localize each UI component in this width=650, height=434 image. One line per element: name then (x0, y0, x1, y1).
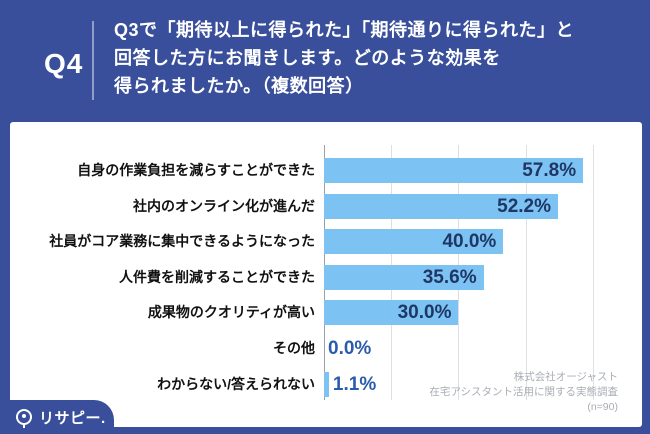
question-number: Q4 (44, 48, 84, 79)
category-label: わからない/答えられない (157, 375, 315, 392)
value-label: 57.8% (522, 160, 577, 181)
brand-name: リサピー. (39, 409, 106, 427)
gridline (592, 145, 594, 400)
bar (324, 158, 584, 183)
plot-area: 自身の作業負担を減らすことができた 57.8% 社内のオンライン化が進んだ 52.2%… (10, 122, 642, 427)
question-header: Q4 Q3で「期待以上に得られた」「期待通りに得られた」と 回答した方にお聞きし… (0, 0, 650, 122)
category-label: 成果物のクオリティが高い (147, 304, 315, 321)
value-label: 30.0% (397, 302, 452, 324)
chart-panel: 自身の作業負担を減らすことができた 57.8% 社内のオンライン化が進んだ 52.2%… (10, 122, 642, 427)
value-label: 0.0% (328, 338, 372, 359)
bar (324, 371, 329, 397)
bar (324, 229, 504, 255)
value-label: 35.6% (422, 266, 477, 288)
category-label: 社員がコア業務に集中できるようになった (49, 233, 315, 250)
magnifier-icon (16, 409, 32, 428)
header-divider (92, 21, 94, 100)
value-label: 52.2% (497, 195, 551, 217)
bar (324, 300, 459, 326)
question-text: Q3で「期待以上に得られた」「期待通りに得られた」と 回答した方にお聞きします。… (114, 20, 575, 96)
bar (324, 264, 484, 290)
category-label: 社内のオンライン化が進んだ (133, 197, 315, 214)
gridline (525, 145, 527, 400)
category-label: 自身の作業負担を減らすことができた (77, 162, 315, 178)
source-note: 株式会社オージャスト 在宅アシスタント活用に関する実態調査 (n=90) (429, 371, 618, 413)
brand-logo: リサピー. (0, 400, 114, 434)
bar (324, 193, 558, 219)
value-label: 1.1% (332, 373, 377, 395)
category-label: その他 (273, 340, 315, 356)
category-label: 人件費を削減することができた (119, 268, 315, 285)
value-label: 40.0% (442, 231, 497, 253)
